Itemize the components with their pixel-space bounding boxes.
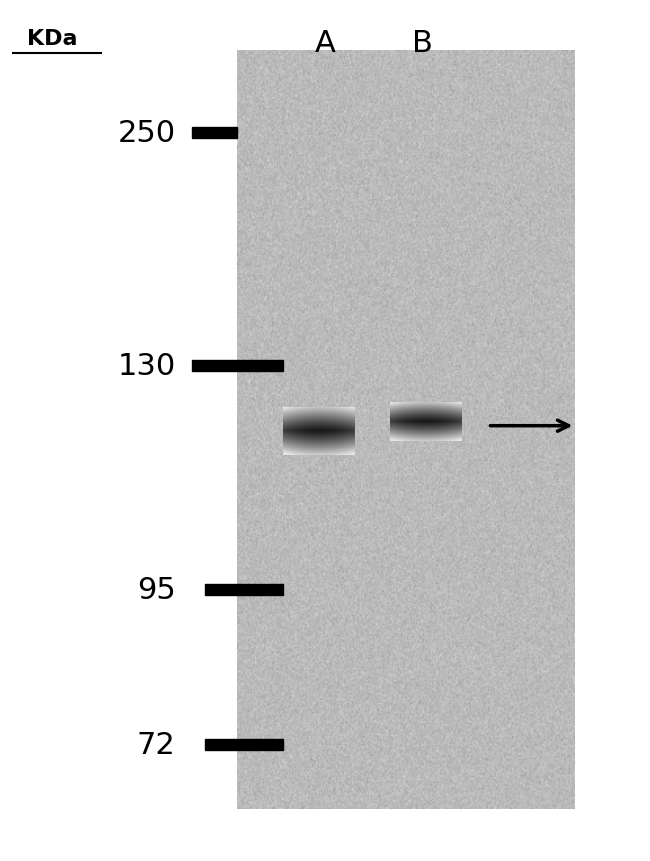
Bar xyxy=(192,128,237,139)
Text: 130: 130 xyxy=(117,351,176,381)
Text: A: A xyxy=(315,28,335,58)
Text: B: B xyxy=(412,28,433,58)
Bar xyxy=(192,361,283,371)
Bar xyxy=(205,585,283,595)
Text: KDa: KDa xyxy=(27,28,77,49)
Text: 250: 250 xyxy=(118,119,176,148)
Text: 72: 72 xyxy=(136,730,176,759)
Bar xyxy=(205,740,283,750)
Text: 95: 95 xyxy=(136,575,176,604)
